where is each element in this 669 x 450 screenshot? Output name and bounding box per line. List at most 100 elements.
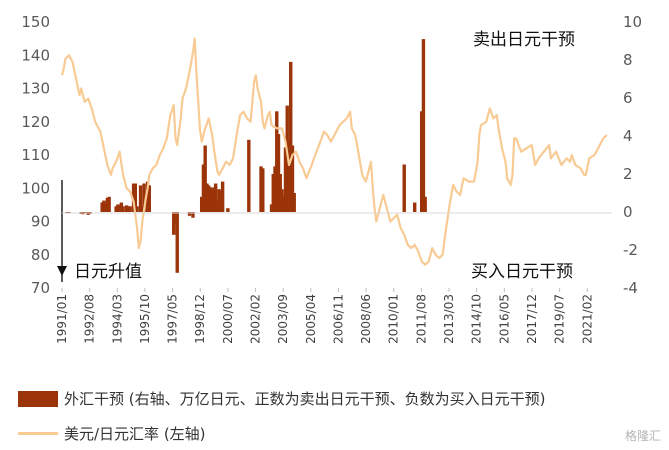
right-tick-label: 2: [623, 165, 633, 183]
right-tick-label: 10: [623, 13, 642, 31]
x-tick-label: 2000/07: [221, 294, 235, 344]
x-tick-label: 2014/10: [470, 294, 484, 344]
intervention-bar: [278, 174, 282, 212]
intervention-bar: [210, 189, 214, 212]
exchange-rate-path: [60, 37, 608, 266]
x-tick-label: 1997/05: [166, 294, 180, 344]
sell-annotation: 卖出日元干预: [473, 30, 575, 50]
left-tick-label: 130: [21, 80, 50, 98]
intervention-bar: [217, 189, 221, 212]
intervention-bar: [140, 206, 145, 212]
down-arrow-icon: [57, 266, 67, 276]
intervention-bar: [145, 181, 150, 212]
x-tick-label: 2006/11: [331, 294, 345, 344]
intervention-bar: [133, 183, 138, 212]
intervention-bar: [203, 145, 207, 212]
intervention-bar: [421, 39, 426, 212]
intervention-bar: [131, 183, 136, 212]
intervention-bar: [419, 111, 424, 212]
intervention-bar: [269, 204, 274, 212]
x-tick-label: 2010/01: [387, 294, 401, 344]
x-tick-label: 1991/01: [55, 294, 69, 344]
intervention-bar: [126, 206, 131, 212]
appreciate-annotation: 日元升值: [74, 262, 142, 282]
intervention-bar: [138, 185, 143, 212]
x-tick-label: 2005/04: [304, 294, 318, 344]
intervention-bars: [65, 39, 427, 273]
right-tick-label: -2: [623, 241, 638, 259]
x-tick-label: 2016/05: [497, 294, 511, 344]
intervention-bar: [213, 183, 218, 212]
intervention-bar: [290, 145, 295, 212]
intervention-bar: [205, 183, 209, 212]
intervention-bar: [247, 139, 251, 212]
intervention-bar: [117, 205, 122, 212]
intervention-bar: [191, 212, 195, 218]
left-tick-label: 140: [21, 46, 50, 64]
intervention-bar: [289, 61, 293, 213]
x-tick-label: 2003/09: [276, 294, 290, 344]
x-tick-label: 2017/12: [525, 294, 539, 344]
legend-bar-label: 外汇干预 (右轴、万亿日元、正数为卖出日元干预、负数为买入日元干预): [64, 390, 546, 408]
left-tick-label: 150: [21, 13, 50, 31]
intervention-bar: [172, 212, 176, 235]
intervention-bar: [208, 187, 213, 212]
x-tick-label: 2019/07: [553, 294, 567, 344]
left-tick-label: 110: [21, 146, 50, 164]
intervention-bar: [121, 206, 125, 212]
legend-bar: 外汇干预 (右轴、万亿日元、正数为卖出日元干预、负数为买入日元干预): [18, 388, 545, 409]
intervention-bar: [107, 196, 111, 212]
intervention-bar: [142, 183, 146, 212]
intervention-bar: [105, 197, 110, 212]
intervention-bar: [199, 196, 204, 212]
x-tick-label: 2011/08: [414, 294, 428, 344]
x-tick-label: 1992/08: [83, 294, 97, 344]
intervention-bar: [271, 174, 275, 212]
right-tick-label: 8: [623, 51, 633, 69]
line-swatch: [18, 432, 58, 435]
left-tick-label: 100: [21, 179, 50, 197]
intervention-bar: [280, 189, 284, 212]
legend-line: 美元/日元汇率 (左轴): [18, 423, 206, 444]
intervention-bar: [201, 164, 206, 212]
left-tick-label: 120: [21, 113, 50, 131]
intervention-bar: [124, 205, 129, 212]
intervention-bar: [283, 147, 288, 212]
intervention-bar: [276, 134, 281, 212]
intervention-bar: [287, 141, 291, 212]
intervention-bar: [119, 202, 124, 212]
watermark: 格隆汇: [624, 429, 661, 443]
x-tick-label: 2013/03: [442, 294, 456, 344]
right-tick-label: 0: [623, 203, 633, 221]
axes: [57, 180, 612, 282]
tick-labels: 70 80 90 100 110 120 130 140 150 -4 -2 0 2 4 6 8 10 1991/…: [21, 13, 642, 344]
intervention-bar: [147, 185, 152, 212]
intervention-bar: [412, 202, 417, 212]
intervention-bar: [114, 206, 118, 212]
intervention-bar: [259, 166, 263, 212]
intervention-bar: [212, 187, 216, 212]
intervention-bar: [402, 164, 406, 212]
intervention-bar: [116, 204, 120, 212]
intervention-bar: [219, 191, 223, 212]
intervention-bar: [187, 212, 192, 216]
x-tick-label: 1995/10: [138, 294, 152, 344]
intervention-bar: [423, 196, 427, 212]
x-tick-label: 1998/12: [193, 294, 207, 344]
right-tick-label: 4: [623, 127, 633, 145]
intervention-bar: [292, 193, 296, 212]
intervention-bar: [103, 203, 108, 212]
intervention-bar: [102, 200, 106, 212]
intervention-bar: [282, 196, 286, 212]
x-tick-label: 2008/06: [359, 294, 373, 344]
intervention-bar: [135, 206, 139, 212]
right-tick-label: 6: [623, 89, 633, 107]
intervention-bar: [128, 206, 132, 212]
x-tick-label: 1994/03: [110, 294, 124, 344]
left-tick-label: 70: [31, 279, 50, 297]
legend-line-label: 美元/日元汇率 (左轴): [64, 425, 206, 443]
left-tick-label: 80: [31, 246, 50, 264]
intervention-bar: [226, 208, 230, 212]
bar-swatch: [18, 390, 58, 407]
right-tick-label: -4: [623, 279, 638, 297]
